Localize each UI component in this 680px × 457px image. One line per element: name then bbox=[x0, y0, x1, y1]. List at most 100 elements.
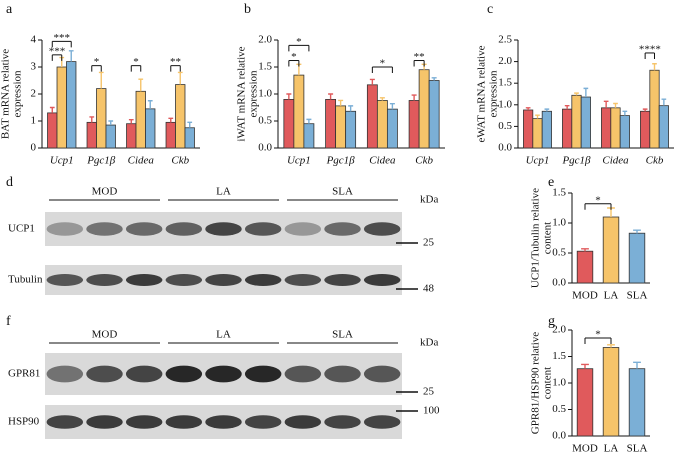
y-tick-label: 3 bbox=[31, 61, 37, 73]
marker-label: 100 bbox=[423, 405, 440, 417]
blot-band bbox=[46, 365, 84, 383]
significance-label: * bbox=[380, 58, 386, 70]
bracket-drop bbox=[51, 54, 63, 61]
marker-label: 25 bbox=[423, 386, 435, 398]
error-bar bbox=[581, 363, 589, 369]
significance-label: **** bbox=[639, 43, 661, 55]
y-axis-label: content bbox=[542, 222, 554, 254]
x-tick-label: Pgc1β bbox=[326, 155, 356, 167]
marker-label: 25 bbox=[423, 237, 435, 249]
bar bbox=[386, 108, 398, 149]
error-bar bbox=[328, 93, 334, 100]
x-tick-label: Ckb bbox=[171, 155, 189, 167]
bar bbox=[56, 66, 67, 149]
bar bbox=[532, 118, 543, 149]
y-tick-label: 0.0 bbox=[498, 142, 512, 154]
blot-band bbox=[284, 274, 322, 286]
x-tick-label: Ucp1 bbox=[526, 155, 550, 167]
error-bar bbox=[379, 97, 385, 101]
error-bar bbox=[49, 106, 55, 113]
significance-label: * bbox=[94, 56, 100, 68]
x-tick-label: Ckb bbox=[646, 155, 664, 167]
bar bbox=[366, 84, 378, 149]
y-tick-label: 0.0 bbox=[552, 277, 566, 289]
bar bbox=[105, 124, 116, 149]
bracket-drop bbox=[130, 65, 142, 72]
panel-label: a bbox=[6, 2, 13, 17]
bar bbox=[418, 69, 430, 149]
y-axis-label: UCP1/Tubulin relative bbox=[530, 188, 542, 288]
bar bbox=[601, 107, 612, 149]
x-tick-label: MOD bbox=[572, 443, 598, 455]
y-axis-label: content bbox=[542, 367, 554, 399]
error-bar bbox=[147, 100, 153, 109]
y-tick-label: 2.0 bbox=[552, 324, 566, 336]
blot-band bbox=[86, 222, 123, 236]
y-tick-label: 2.0 bbox=[258, 34, 272, 46]
error-bar bbox=[108, 120, 114, 126]
x-tick-label: Cidea bbox=[602, 155, 629, 167]
blot-band bbox=[363, 274, 401, 286]
error-bar bbox=[286, 93, 292, 100]
significance-label: *** bbox=[49, 45, 66, 57]
panel-label: e bbox=[548, 175, 554, 190]
bar bbox=[628, 368, 646, 437]
error-bar bbox=[607, 344, 615, 348]
row-label: GPR81 bbox=[8, 368, 40, 380]
x-tick-label: Cidea bbox=[369, 155, 396, 167]
blot-band bbox=[165, 365, 203, 383]
y-tick-label: 0.5 bbox=[552, 247, 566, 259]
bar bbox=[335, 105, 347, 149]
bar bbox=[325, 99, 337, 149]
error-bar bbox=[338, 99, 344, 106]
bar bbox=[303, 123, 315, 149]
y-tick-label: 1.5 bbox=[498, 77, 512, 89]
bracket-drop bbox=[584, 203, 612, 210]
bracket-drop bbox=[288, 45, 310, 52]
blot-band bbox=[324, 365, 361, 383]
y-tick-label: 0.5 bbox=[498, 120, 512, 132]
error-bar bbox=[431, 77, 437, 81]
y-axis-label: expression bbox=[488, 70, 500, 118]
error-bar bbox=[603, 100, 609, 108]
bar bbox=[408, 100, 420, 149]
bracket-drop bbox=[413, 60, 425, 67]
significance-label: * bbox=[133, 56, 139, 68]
bar bbox=[96, 88, 107, 149]
error-bar bbox=[564, 104, 570, 110]
bar bbox=[66, 61, 77, 149]
error-bar bbox=[633, 229, 641, 234]
blot-band bbox=[284, 415, 322, 429]
error-bar bbox=[544, 108, 550, 112]
y-tick-label: 0.0 bbox=[258, 142, 272, 154]
blot-band bbox=[284, 365, 322, 383]
y-tick-label: 0.5 bbox=[258, 115, 272, 127]
group-label: SLA bbox=[332, 186, 353, 198]
panel-label: d bbox=[6, 175, 13, 190]
row-label: Tubulin bbox=[8, 274, 43, 286]
y-tick-label: 2.5 bbox=[498, 34, 512, 46]
y-tick-label: 1.0 bbox=[258, 88, 272, 100]
bar bbox=[428, 80, 440, 149]
bar bbox=[145, 108, 156, 149]
error-bar bbox=[187, 121, 193, 128]
y-axis-label: BAT mRNA relative bbox=[0, 49, 12, 139]
blot-band bbox=[244, 222, 282, 236]
bracket-drop bbox=[288, 60, 300, 67]
bar bbox=[602, 347, 620, 437]
bar bbox=[135, 90, 146, 149]
marker-label: 48 bbox=[423, 283, 435, 295]
blot-band bbox=[363, 365, 401, 383]
row-label: HSP90 bbox=[8, 416, 40, 428]
significance-label: * bbox=[291, 51, 297, 63]
y-tick-label: 1.5 bbox=[258, 61, 272, 73]
bar bbox=[126, 123, 137, 149]
blot-band bbox=[165, 222, 203, 236]
blot-band bbox=[46, 415, 84, 429]
blot-band bbox=[244, 365, 282, 383]
blot-band bbox=[324, 274, 361, 286]
x-tick-label: SLA bbox=[627, 443, 648, 455]
error-bar bbox=[138, 78, 144, 92]
blot-band bbox=[205, 222, 242, 236]
unit-label: kDa bbox=[420, 337, 438, 349]
